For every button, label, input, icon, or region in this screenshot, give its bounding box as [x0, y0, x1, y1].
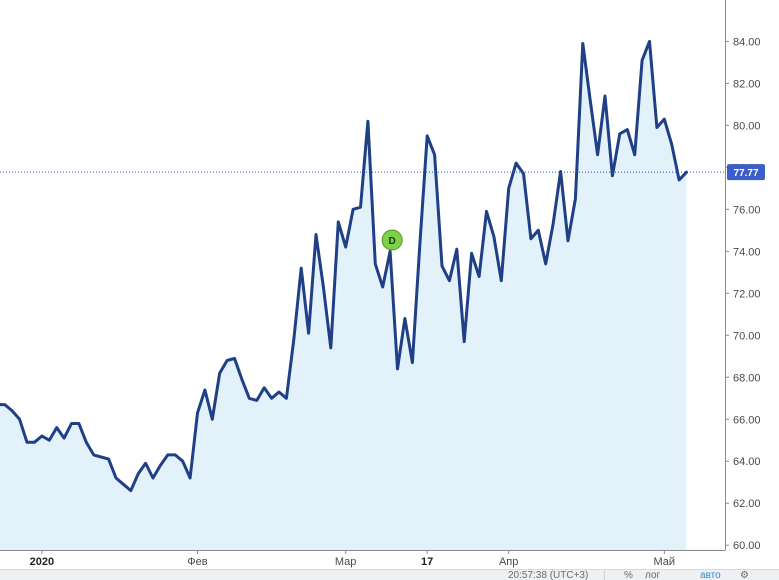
gear-icon[interactable]: ⚙ [740, 570, 749, 580]
y-tick-label: 82.00 [733, 78, 761, 90]
line-layer [0, 39, 688, 493]
x-tick-label: 17 [421, 556, 433, 568]
log-scale-button[interactable]: лог [645, 570, 661, 580]
series-line [0, 39, 688, 493]
axis-layer: 60.00 62.00 64.00 66.00 68.00 70.00 72.00 74.00… [0, 0, 765, 568]
x-tick-label: Апр [499, 556, 518, 568]
time-display: 20:57:38 (UTC+3) [508, 570, 589, 580]
bottom-toolbar: 20:57:38 (UTC+3) | % лог авто ⚙ [0, 569, 779, 580]
x-tick-label: Фев [187, 556, 207, 568]
auto-scale-button[interactable]: авто [700, 570, 721, 580]
y-tick-label: 84.00 [733, 36, 761, 48]
y-tick-label: 72.00 [733, 288, 761, 300]
dividend-marker-label: D [389, 236, 396, 247]
toolbar-separator: | [603, 570, 606, 580]
y-tick-label: 74.00 [733, 246, 761, 258]
y-tick-label: 64.00 [733, 456, 761, 468]
y-tick-label: 68.00 [733, 372, 761, 384]
dividend-marker[interactable] [381, 229, 403, 251]
x-tick-label: 2020 [30, 556, 54, 568]
current-price-tag [727, 164, 765, 181]
x-tick-label: Май [654, 556, 676, 568]
y-tick-label: 70.00 [733, 330, 761, 342]
x-tick-label: Мар [335, 556, 357, 568]
percent-scale-button[interactable]: % [624, 570, 633, 580]
y-tick-label: 60.00 [733, 540, 761, 552]
y-tick-label: 80.00 [733, 120, 761, 132]
area-layer [0, 41, 687, 550]
marker-layer[interactable]: D [381, 229, 403, 251]
current-price-label: 77.77 [733, 168, 758, 179]
y-tick-label: 66.00 [733, 414, 761, 426]
y-tick-label: 62.00 [733, 498, 761, 510]
area-fill [0, 41, 687, 550]
y-tick-label: 76.00 [733, 204, 761, 216]
